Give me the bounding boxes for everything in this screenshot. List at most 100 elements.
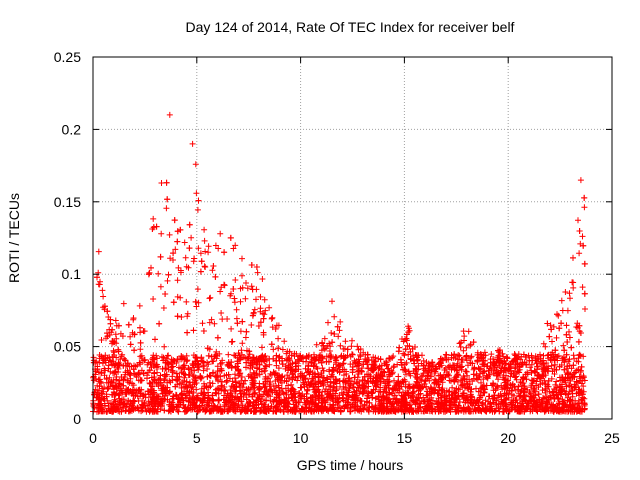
data-point bbox=[232, 375, 238, 382]
data-point bbox=[249, 379, 256, 386]
data-point bbox=[581, 204, 588, 211]
data-point bbox=[334, 323, 341, 330]
data-point bbox=[102, 367, 109, 374]
data-point bbox=[553, 334, 560, 341]
data-point bbox=[503, 384, 510, 391]
data-point bbox=[558, 374, 565, 381]
data-point bbox=[161, 343, 168, 350]
data-point bbox=[535, 391, 542, 398]
data-point bbox=[120, 362, 127, 369]
data-point bbox=[225, 408, 232, 415]
data-point bbox=[403, 337, 410, 344]
data-point bbox=[301, 381, 308, 388]
data-point bbox=[184, 357, 191, 364]
data-point bbox=[167, 379, 174, 386]
data-point bbox=[198, 258, 205, 265]
data-point bbox=[457, 386, 463, 393]
data-point bbox=[138, 377, 145, 384]
data-point bbox=[215, 397, 222, 404]
data-point bbox=[476, 373, 483, 380]
data-point bbox=[426, 397, 433, 404]
data-point bbox=[210, 358, 217, 365]
data-point bbox=[237, 390, 244, 397]
data-point bbox=[110, 391, 116, 398]
data-point bbox=[216, 396, 222, 403]
data-point bbox=[234, 320, 241, 327]
data-point bbox=[99, 287, 106, 294]
data-point bbox=[108, 378, 115, 385]
data-point bbox=[156, 320, 163, 327]
data-point bbox=[503, 407, 510, 414]
data-point bbox=[365, 378, 372, 385]
data-point bbox=[145, 407, 152, 413]
data-point bbox=[351, 374, 358, 381]
data-point bbox=[306, 371, 313, 378]
data-point bbox=[315, 394, 322, 401]
data-point bbox=[384, 365, 391, 372]
data-point bbox=[485, 393, 492, 400]
data-point bbox=[146, 408, 153, 415]
data-point bbox=[120, 382, 127, 389]
data-point bbox=[460, 373, 467, 380]
data-point bbox=[576, 373, 583, 380]
data-point bbox=[240, 354, 247, 361]
data-point bbox=[394, 361, 401, 368]
data-point bbox=[107, 316, 114, 323]
data-point bbox=[572, 369, 579, 376]
data-point bbox=[183, 407, 190, 414]
data-point bbox=[476, 396, 483, 403]
data-point bbox=[266, 304, 273, 311]
data-point bbox=[179, 390, 185, 397]
data-point bbox=[566, 328, 572, 335]
data-point bbox=[254, 269, 261, 276]
data-point bbox=[421, 362, 427, 369]
data-point bbox=[94, 366, 101, 373]
data-point bbox=[291, 350, 298, 357]
data-point bbox=[197, 250, 204, 257]
data-point bbox=[260, 401, 266, 408]
data-point bbox=[337, 383, 343, 390]
data-point bbox=[250, 391, 257, 397]
data-point bbox=[194, 408, 201, 415]
data-point bbox=[186, 371, 193, 378]
data-point bbox=[352, 399, 359, 406]
data-point bbox=[349, 337, 355, 344]
data-point bbox=[567, 397, 574, 404]
data-point bbox=[579, 233, 586, 240]
data-point bbox=[464, 406, 470, 413]
data-point bbox=[140, 392, 147, 399]
data-point bbox=[119, 333, 126, 340]
data-point bbox=[249, 393, 256, 400]
data-point bbox=[361, 384, 368, 391]
data-point bbox=[311, 373, 318, 380]
data-point bbox=[157, 372, 164, 379]
data-point bbox=[170, 393, 176, 400]
data-point bbox=[542, 343, 549, 350]
data-point bbox=[413, 378, 420, 385]
data-point bbox=[259, 344, 265, 351]
data-point bbox=[212, 373, 219, 380]
data-point bbox=[160, 377, 167, 384]
data-point bbox=[381, 405, 388, 412]
grid-lines bbox=[93, 57, 612, 419]
data-point bbox=[218, 365, 225, 372]
data-point bbox=[561, 366, 568, 373]
data-point bbox=[513, 397, 520, 403]
data-point bbox=[161, 407, 168, 414]
data-point bbox=[232, 394, 239, 401]
data-point bbox=[136, 302, 143, 309]
data-point bbox=[257, 319, 264, 326]
data-point bbox=[271, 370, 278, 377]
data-point bbox=[455, 408, 462, 415]
data-point bbox=[439, 401, 446, 408]
data-point bbox=[148, 264, 154, 271]
data-point bbox=[210, 263, 217, 269]
data-point bbox=[269, 314, 276, 321]
data-point bbox=[338, 352, 345, 359]
data-point bbox=[259, 276, 266, 282]
data-point bbox=[407, 348, 414, 355]
data-point bbox=[311, 355, 318, 362]
data-point bbox=[382, 388, 389, 395]
data-point bbox=[355, 346, 362, 353]
data-point bbox=[384, 394, 391, 401]
